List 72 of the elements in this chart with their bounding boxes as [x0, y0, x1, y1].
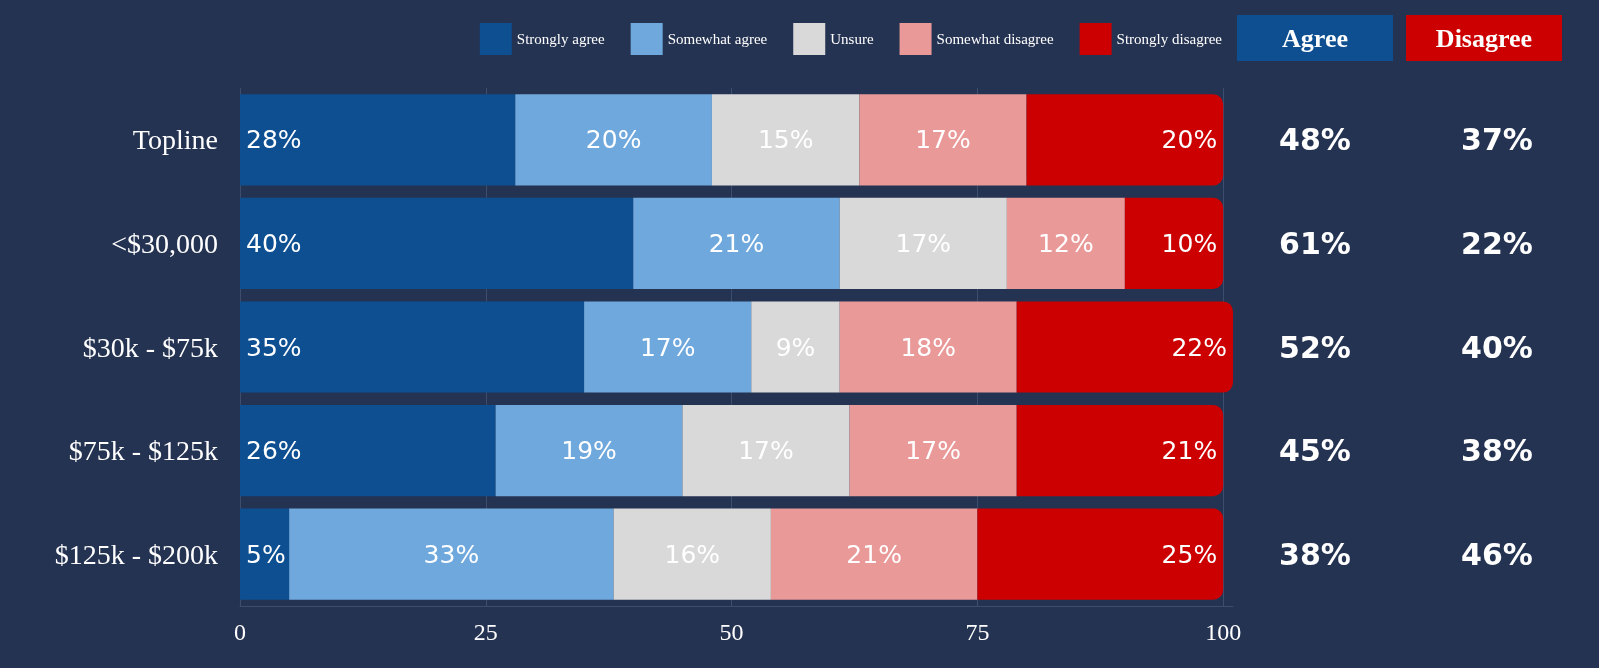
text: Disagree: [1435, 23, 1533, 53]
bar: [240, 197, 634, 289]
text: 48%: [1279, 122, 1351, 158]
text: 37%: [1461, 122, 1533, 158]
bar: [495, 405, 683, 497]
text: 38%: [1279, 536, 1351, 572]
data-label: 26%: [246, 436, 302, 466]
data-label: 17%: [639, 332, 696, 362]
x-tick-label: 75: [965, 619, 990, 645]
bar: [1124, 197, 1224, 289]
data-label: 10%: [1161, 228, 1218, 258]
data-label: 22%: [1171, 332, 1227, 362]
data-label: 25%: [1161, 539, 1218, 569]
bar: [1016, 301, 1233, 393]
text: Agree: [1282, 23, 1348, 53]
bar: [751, 301, 840, 393]
legend-label: Strongly agree: [516, 31, 606, 47]
y-tick-label: Topline: [132, 124, 218, 156]
y-tick-label: <$30,000: [111, 227, 218, 259]
x-tick-label: 25: [473, 619, 498, 645]
legend-label: Unsure: [830, 31, 874, 47]
text: 22%: [1461, 225, 1533, 261]
data-label: 21%: [846, 539, 902, 569]
data-label: 17%: [905, 436, 961, 466]
bar: [859, 94, 1027, 186]
data-label: 20%: [585, 125, 642, 155]
bar: [240, 405, 496, 497]
bar: [240, 94, 516, 186]
text: 40%: [1461, 329, 1533, 365]
data-label: 19%: [561, 436, 617, 466]
data-label: 20%: [1161, 125, 1218, 155]
y-tick-label: $125k - $200k: [54, 538, 218, 570]
text: 45%: [1279, 433, 1351, 469]
data-label: 21%: [708, 228, 765, 258]
data-label: 5%: [246, 539, 286, 569]
text: 52%: [1279, 329, 1351, 365]
data-label: 28%: [246, 125, 302, 155]
bar: [240, 508, 290, 600]
legend-label: Somewhat disagree: [936, 31, 1054, 47]
text: 61%: [1279, 225, 1351, 261]
bar: [711, 94, 860, 186]
data-label: 12%: [1038, 228, 1094, 258]
bar: [613, 508, 771, 600]
x-tick-label: 50: [719, 619, 744, 645]
data-label: 35%: [246, 332, 302, 362]
bar: [849, 405, 1017, 497]
data-label: 40%: [246, 228, 302, 258]
data-label: 18%: [900, 332, 957, 362]
bar: [289, 508, 614, 600]
data-label: 21%: [1161, 436, 1218, 466]
data-label: 33%: [423, 539, 480, 569]
legend-label: Somewhat agree: [667, 31, 768, 47]
y-tick-label: $75k - $125k: [68, 435, 218, 467]
bar: [839, 301, 1017, 393]
bar: [633, 197, 840, 289]
bar: [584, 301, 752, 393]
bar: [977, 508, 1224, 600]
text: 38%: [1461, 433, 1533, 469]
bar: [839, 197, 1007, 289]
x-tick-label: 100: [1205, 619, 1242, 645]
bar: [682, 405, 850, 497]
data-label: 17%: [915, 125, 971, 155]
legend-label: Strongly disagree: [1116, 31, 1223, 47]
bar: [1006, 197, 1125, 289]
bar: [1026, 94, 1224, 186]
bar: [770, 508, 978, 600]
text: 46%: [1461, 536, 1533, 572]
bar: [1016, 405, 1224, 497]
bar: [515, 94, 712, 186]
x-tick-label: 0: [234, 619, 246, 645]
y-tick-label: $30k - $75k: [82, 331, 218, 363]
bar: [240, 301, 585, 393]
